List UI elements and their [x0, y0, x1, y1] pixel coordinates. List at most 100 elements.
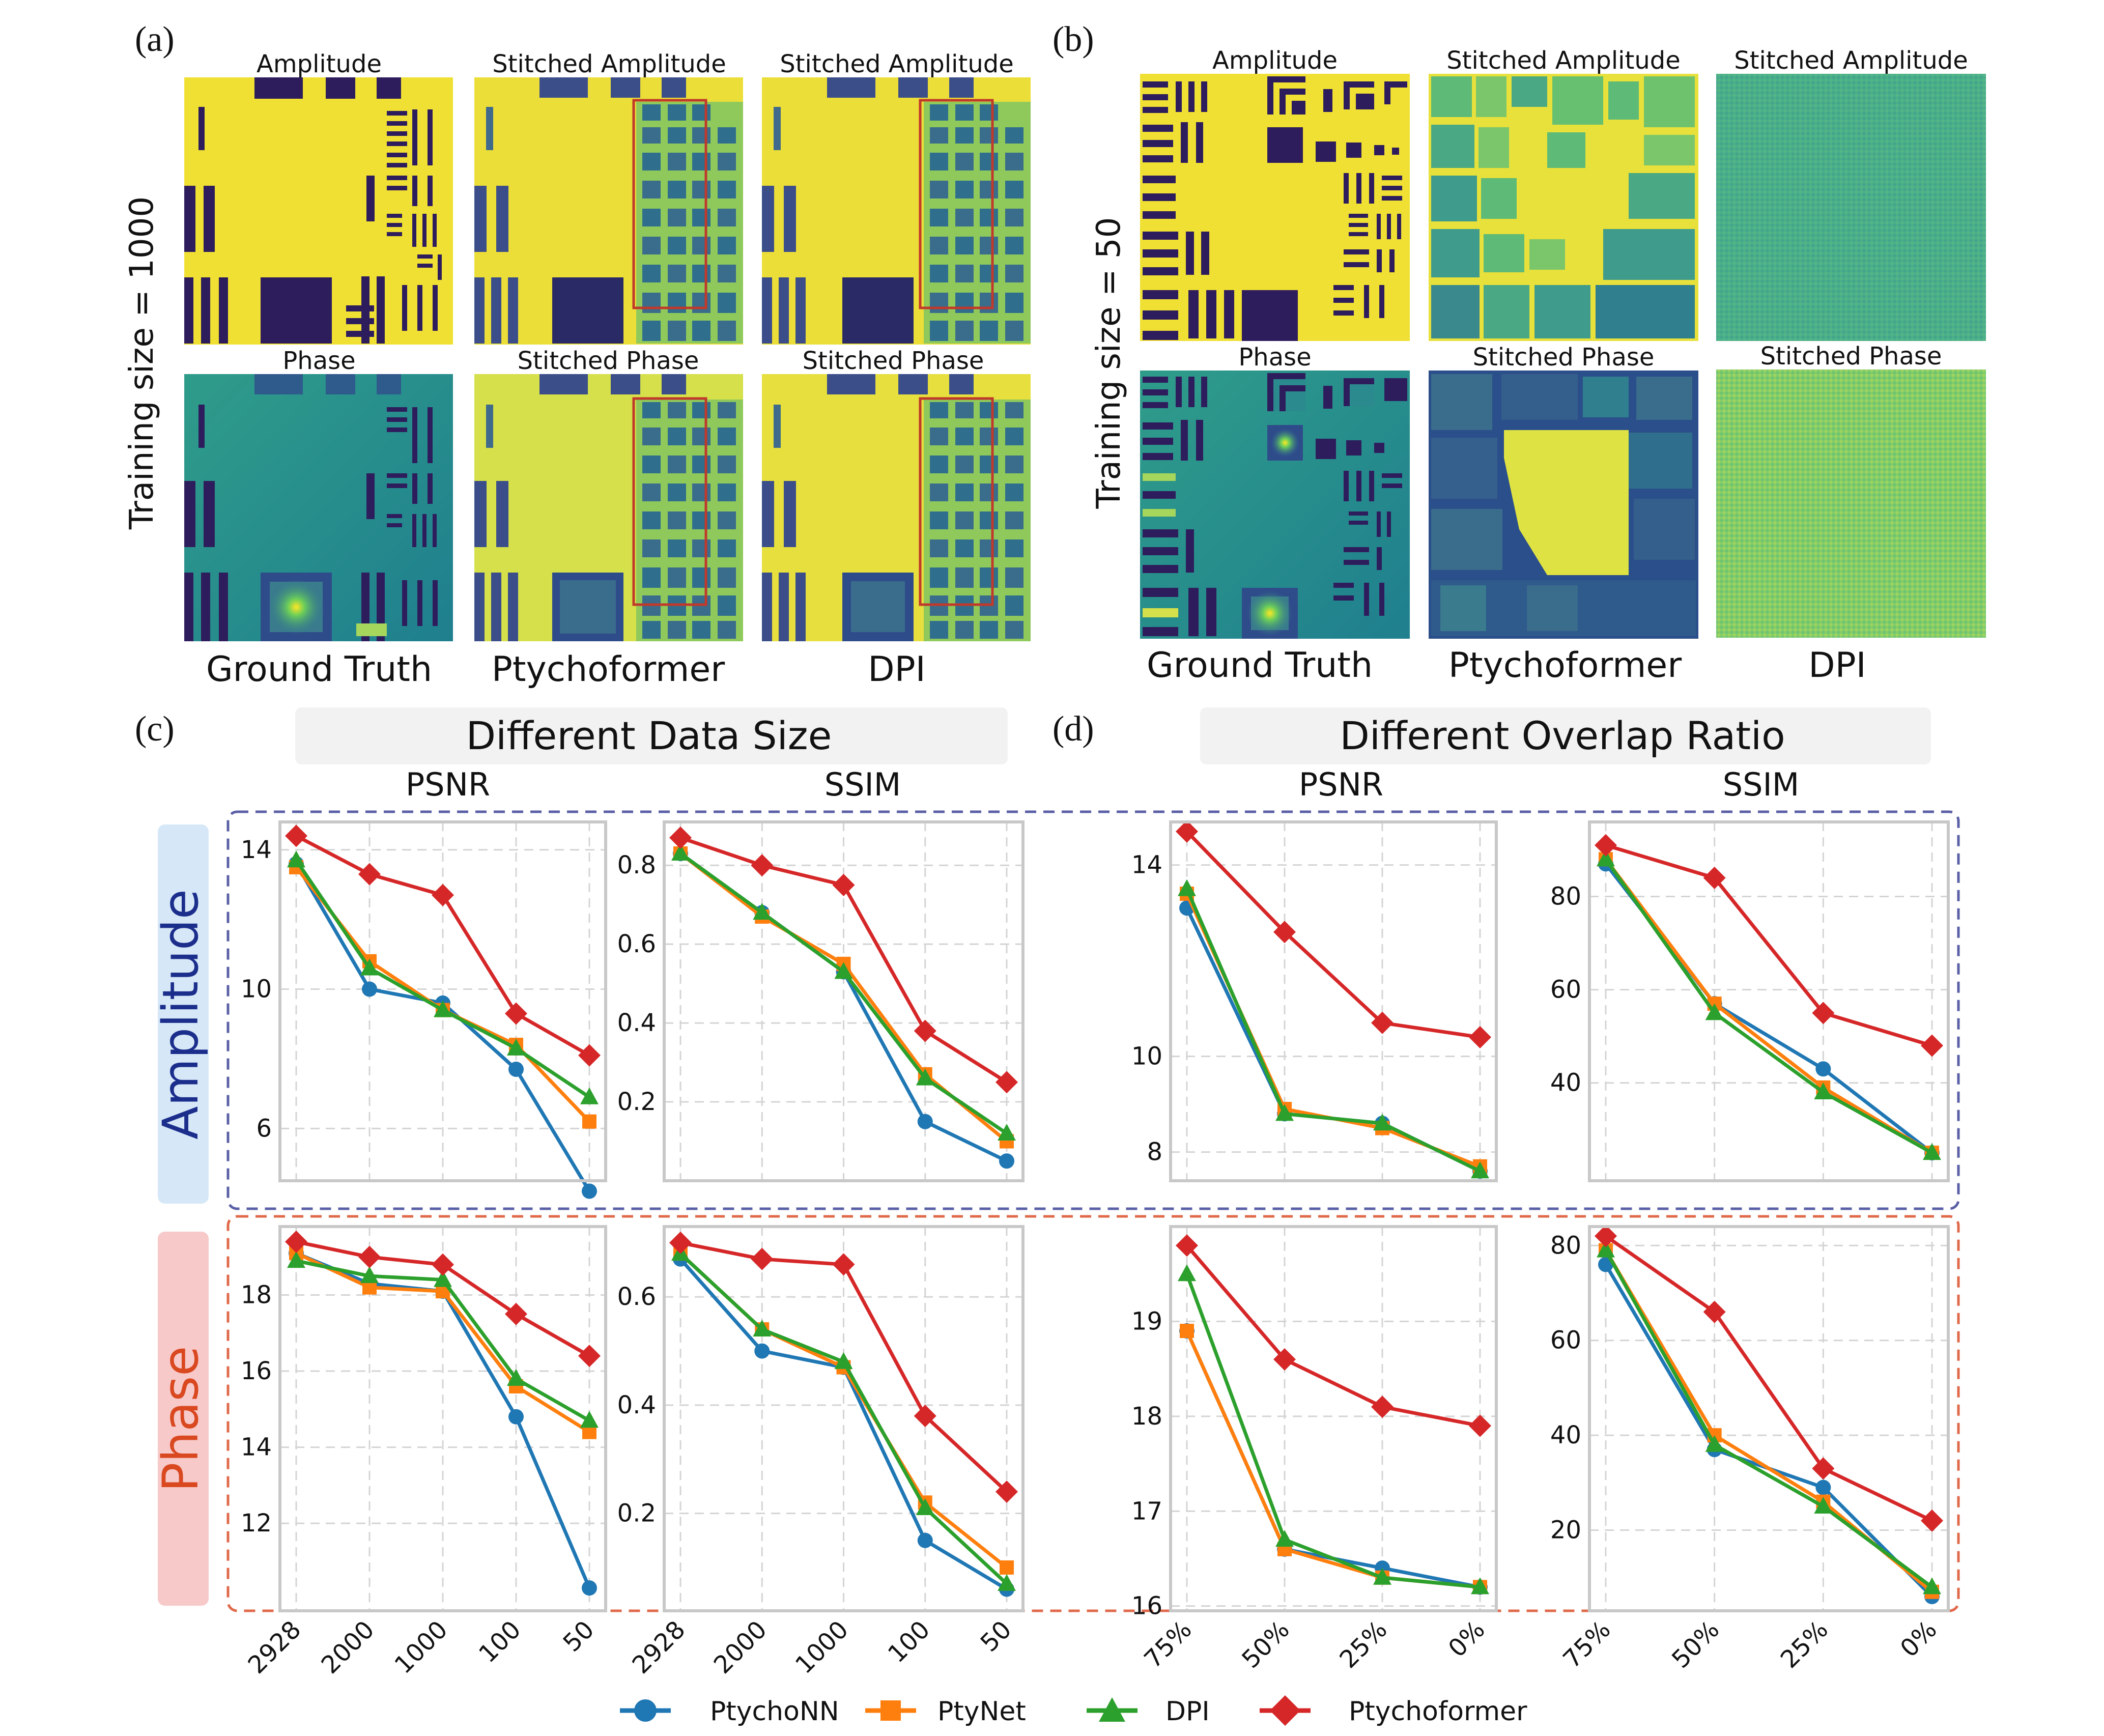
x-tick-label: 1000	[790, 1615, 854, 1680]
data-point-ptychoformer	[914, 1019, 936, 1042]
series-line-ptychoformer	[1185, 830, 1481, 1039]
data-point-dpi	[1178, 879, 1196, 896]
y-tick-label: 0.6	[617, 930, 656, 958]
y-tick-label: 60	[1550, 1326, 1581, 1355]
plot-area	[1589, 1227, 1948, 1611]
panel-a-gt-amplitude-image	[184, 77, 453, 345]
axes-frame	[663, 1225, 1025, 1612]
chart-c-ph-ssim: 0.2 0.4 0.6 2928 2000 1000 100 50	[617, 1225, 1025, 1680]
metric-label-c-ssim: SSIM	[824, 766, 901, 803]
panel-b-pf-phase-image	[1429, 371, 1698, 639]
metric-label-d-psnr: PSNR	[1299, 766, 1383, 803]
chart-d-ph-ssim: 20 40 60 80 75% 50% 25% 0%	[1550, 1225, 1950, 1674]
x-tick-label: 2000	[708, 1615, 773, 1680]
legend-label-ptychonn: PtychoNN	[710, 1696, 839, 1727]
data-point-ptychoformer	[1469, 1414, 1491, 1437]
data-point-ptychonn	[754, 1343, 770, 1359]
legend-item-ptychoformer: Ptychoformer	[1260, 1695, 1527, 1727]
y-tick-label: 14	[241, 1433, 272, 1462]
y-tick-label: 0.8	[617, 851, 656, 879]
axes-frame	[1588, 1225, 1950, 1612]
data-point-dpi	[916, 1068, 934, 1086]
panel-b-title-pf-amplitude: Stitched Amplitude	[1446, 46, 1681, 75]
x-tick-label: 50	[975, 1615, 1017, 1658]
panel-a-pf-amplitude-image	[474, 77, 743, 345]
series-line-dpi	[1604, 858, 1933, 1155]
phase-row-tab	[158, 1232, 209, 1606]
data-point-dpi	[1597, 1240, 1615, 1258]
x-tick-label: 75%	[1557, 1615, 1616, 1674]
chart-d-ph-psnr: 16 17 18 19 75% 50% 25% 0%	[1131, 1225, 1498, 1674]
series-line-dpi	[1185, 888, 1481, 1173]
data-point-dpi	[1705, 1435, 1724, 1452]
data-point-ptychoformer	[1176, 1234, 1198, 1257]
data-point-ptychonn	[917, 1114, 933, 1129]
y-tick-label: 8	[1147, 1138, 1162, 1166]
data-point-ptychonn	[508, 1409, 524, 1425]
data-point-ptychoformer	[1273, 1348, 1296, 1371]
data-point-ptychoformer	[358, 1245, 381, 1268]
phase-group-box	[226, 1215, 1960, 1612]
panel-b-gt-phase-image	[1140, 371, 1410, 639]
series-line-ptychoformer	[1185, 1244, 1481, 1428]
data-point-dpi	[360, 958, 379, 976]
legend: PtychoNN PtyNet DPI Ptychoformer	[620, 1695, 1527, 1727]
panel-c-header: Different Data Size	[466, 713, 832, 758]
data-point-ptychoformer	[1595, 1225, 1617, 1247]
data-point-dpi	[1814, 1496, 1833, 1514]
x-tick-label: 25%	[1775, 1615, 1834, 1674]
x-tick-label: 100	[883, 1615, 935, 1668]
axes-frame	[1169, 820, 1498, 1182]
y-tick-label: 20	[1550, 1516, 1581, 1545]
data-point-ptychoformer	[1812, 1002, 1835, 1024]
x-tick-label: 0%	[1443, 1615, 1490, 1663]
data-point-ptychonn	[582, 1580, 597, 1596]
axes-frame	[278, 1225, 607, 1612]
chart-c-amp-psnr: 6 10 14	[241, 820, 607, 1199]
axes-frame	[1588, 820, 1950, 1182]
y-tick-label: 19	[1131, 1307, 1162, 1335]
panel-b-pf-amplitude-image	[1429, 74, 1698, 341]
panel-b-title-dpi-amplitude: Stitched Amplitude	[1734, 46, 1968, 75]
data-point-ptychoformer	[432, 884, 454, 906]
panel-b-title-gt-phase: Phase	[1238, 343, 1311, 372]
plot-area	[1171, 822, 1496, 1181]
panel-a-training-size: Training size = 1000	[123, 196, 161, 530]
data-point-ptychoformer	[914, 1405, 936, 1428]
legend-item-ptynet: PtyNet	[865, 1696, 1026, 1727]
series-line-ptychoformer	[1605, 843, 1933, 1047]
data-point-dpi	[753, 1320, 772, 1337]
data-point-ptychoformer	[751, 1247, 774, 1270]
data-point-dpi	[287, 850, 305, 868]
data-point-ptychoformer	[285, 1230, 307, 1253]
data-point-ptychonn	[1815, 1061, 1831, 1077]
data-point-dpi	[434, 1000, 452, 1017]
y-tick-label: 80	[1550, 882, 1581, 910]
data-point-ptychoformer	[1176, 820, 1198, 843]
data-point-ptychonn	[999, 1153, 1014, 1169]
data-point-ptynet	[1000, 1560, 1014, 1575]
y-tick-label: 0.4	[617, 1009, 656, 1037]
y-tick-label: 12	[241, 1509, 272, 1538]
x-tick-label: 50%	[1236, 1615, 1295, 1674]
data-point-dpi	[1597, 849, 1615, 867]
data-point-dpi	[753, 903, 772, 920]
data-point-dpi	[1923, 1143, 1941, 1160]
metric-label-c-psnr: PSNR	[406, 766, 490, 803]
y-tick-label: 40	[1550, 1069, 1581, 1097]
data-point-dpi	[1275, 1530, 1294, 1547]
series-line-dpi	[1185, 1273, 1481, 1589]
panel-a-pf-phase-image	[474, 374, 743, 641]
data-point-ptychoformer	[1469, 1026, 1491, 1048]
x-tick-label: 50%	[1666, 1615, 1725, 1674]
y-tick-label: 0.4	[617, 1391, 656, 1419]
x-tick-label: 2000	[316, 1615, 380, 1680]
data-point-ptychoformer	[578, 1044, 601, 1067]
panel-b-title-dpi-phase: Stitched Phase	[1760, 342, 1942, 371]
data-point-dpi	[507, 1038, 525, 1056]
x-tick-label: 50	[558, 1615, 600, 1658]
data-point-ptychonn	[1815, 1479, 1831, 1495]
data-point-dpi	[998, 1574, 1016, 1591]
legend-label-dpi: DPI	[1165, 1696, 1210, 1727]
